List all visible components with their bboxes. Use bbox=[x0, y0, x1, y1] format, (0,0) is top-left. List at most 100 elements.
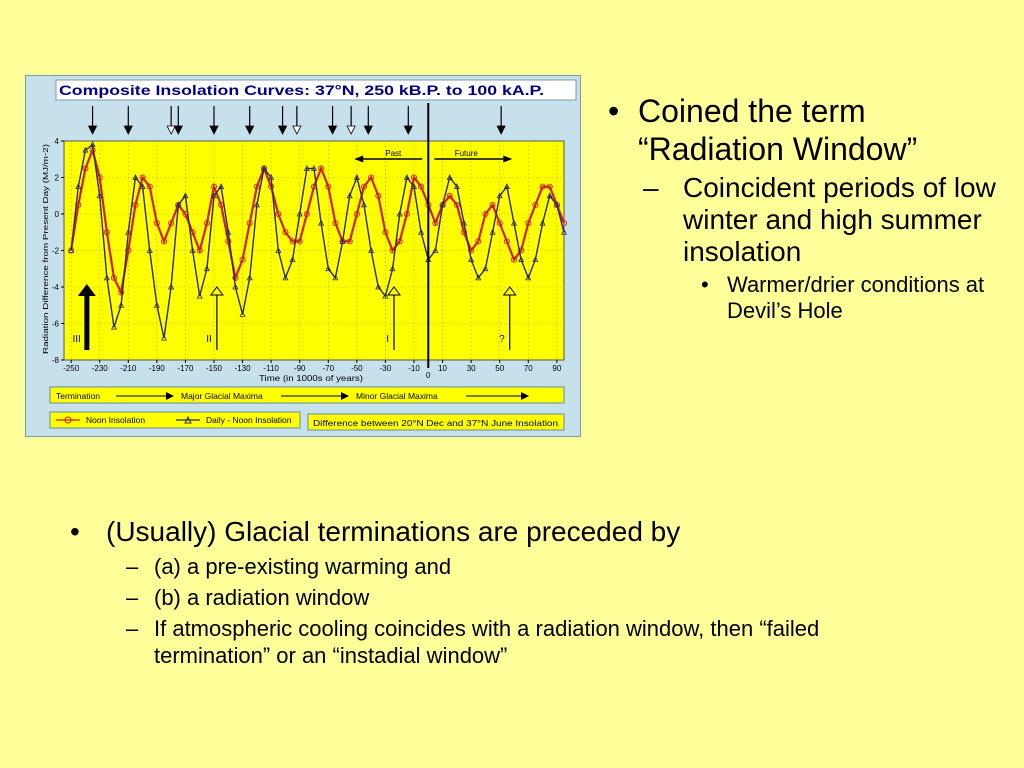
top-arrowhead bbox=[363, 125, 373, 135]
sub-bullet-item: – If atmospheric cooling coincides with … bbox=[126, 615, 830, 669]
dash-marker: – bbox=[643, 172, 659, 203]
data-point bbox=[110, 323, 118, 330]
top-arrowhead bbox=[496, 125, 506, 135]
future-arrowhead bbox=[503, 155, 513, 163]
legend-termination: Termination bbox=[56, 391, 100, 401]
data-point bbox=[125, 228, 132, 235]
termination-arrowhead bbox=[387, 286, 401, 296]
y-axis-label: Radiation Difference from Present Day (M… bbox=[41, 143, 50, 354]
data-point bbox=[303, 210, 310, 218]
bullet-marker: • bbox=[701, 272, 709, 297]
data-point bbox=[353, 174, 360, 180]
data-point bbox=[289, 256, 296, 263]
data-point bbox=[103, 274, 110, 281]
legend-row3-box bbox=[307, 413, 565, 431]
data-point bbox=[203, 265, 210, 272]
y-tick-label: 2 bbox=[55, 174, 60, 183]
data-point bbox=[560, 228, 568, 235]
data-point bbox=[318, 219, 325, 226]
data-point bbox=[525, 274, 532, 281]
y-tick-label: 4 bbox=[55, 137, 60, 146]
sub-bullet-item: – (b) a radiation window bbox=[126, 584, 830, 611]
sub-bullet-item: – (a) a pre-existing warming and bbox=[126, 553, 830, 580]
data-point bbox=[210, 192, 218, 199]
data-point bbox=[275, 210, 282, 218]
data-point bbox=[410, 183, 418, 190]
data-point bbox=[239, 310, 246, 317]
data-point bbox=[118, 301, 125, 308]
data-point bbox=[468, 256, 475, 263]
dash-marker: – bbox=[126, 585, 139, 610]
legend-row2-box bbox=[49, 411, 301, 429]
insolation-chart: Composite Insolation Curves: 37°N, 250 k… bbox=[25, 75, 581, 437]
data-point bbox=[282, 274, 289, 281]
data-point bbox=[232, 274, 239, 281]
data-point bbox=[139, 174, 146, 181]
data-point bbox=[282, 229, 289, 236]
top-arrowhead bbox=[277, 125, 288, 135]
x-tick-label: -50 bbox=[351, 364, 363, 373]
x-tick-label: 90 bbox=[552, 364, 561, 373]
data-point bbox=[110, 274, 118, 281]
data-point bbox=[332, 220, 339, 227]
data-point bbox=[132, 174, 139, 180]
data-point bbox=[275, 247, 282, 253]
data-point bbox=[496, 192, 503, 199]
data-point bbox=[418, 183, 425, 190]
data-point bbox=[153, 220, 160, 227]
data-point bbox=[325, 265, 332, 272]
data-point bbox=[518, 256, 525, 263]
data-point bbox=[525, 220, 532, 227]
sub-bullet-text: (a) a pre-existing warming and bbox=[154, 554, 452, 579]
chart-svg: Composite Insolation Curves: 37°N, 250 k… bbox=[41, 79, 577, 431]
top-arrowhead bbox=[245, 125, 255, 135]
legend-difference: Difference between 20°N Dec and 37°N Jun… bbox=[313, 418, 558, 428]
y-tick-label: -4 bbox=[52, 283, 60, 292]
data-point bbox=[339, 237, 346, 244]
data-point bbox=[160, 238, 168, 245]
data-point bbox=[382, 229, 389, 236]
past-arrowhead bbox=[354, 155, 364, 163]
data-point bbox=[503, 183, 510, 190]
y-tick-label: -8 bbox=[52, 356, 60, 365]
data-point bbox=[518, 247, 525, 254]
data-point bbox=[546, 183, 553, 190]
x-tick-label: -30 bbox=[380, 364, 392, 373]
data-point bbox=[153, 301, 160, 308]
data-point bbox=[482, 210, 489, 218]
data-point bbox=[296, 210, 303, 217]
data-point bbox=[225, 238, 232, 245]
data-point bbox=[168, 220, 175, 227]
data-point bbox=[182, 192, 189, 199]
data-point bbox=[368, 174, 375, 181]
data-point bbox=[539, 219, 546, 226]
x-axis-label: Time (in 1000s of years) bbox=[259, 373, 363, 383]
data-point bbox=[489, 201, 496, 208]
data-point bbox=[310, 164, 318, 171]
y-tick-label: -2 bbox=[52, 247, 60, 256]
x-tick-label: -70 bbox=[323, 364, 335, 373]
data-point bbox=[360, 201, 368, 208]
data-point bbox=[175, 201, 182, 208]
top-arrowhead bbox=[166, 125, 176, 135]
y-tick-label: 0 bbox=[55, 210, 60, 219]
data-point bbox=[453, 201, 460, 208]
x-tick-label: -150 bbox=[206, 364, 223, 373]
data-point bbox=[460, 219, 468, 226]
legend-noon: Noon Insolation bbox=[86, 415, 145, 425]
legend-major: Major Glacial Maxima bbox=[181, 391, 263, 401]
data-point bbox=[146, 247, 153, 253]
data-point bbox=[453, 183, 460, 190]
x-tick-label: -10 bbox=[408, 364, 420, 373]
legend-arrowhead-2 bbox=[341, 392, 349, 400]
data-point bbox=[168, 283, 175, 290]
right-bullets: • Coined the term “Radiation Window” – C… bbox=[608, 92, 1008, 324]
bullet-item: • Coined the term “Radiation Window” bbox=[608, 92, 1008, 168]
x-tick-label: -230 bbox=[92, 364, 109, 373]
chart-title: Composite Insolation Curves: 37°N, 250 k… bbox=[59, 83, 544, 98]
data-point bbox=[218, 183, 225, 190]
termination-label: III bbox=[73, 334, 81, 345]
data-point bbox=[489, 228, 496, 235]
top-arrowhead bbox=[123, 125, 133, 135]
data-point bbox=[353, 210, 360, 218]
